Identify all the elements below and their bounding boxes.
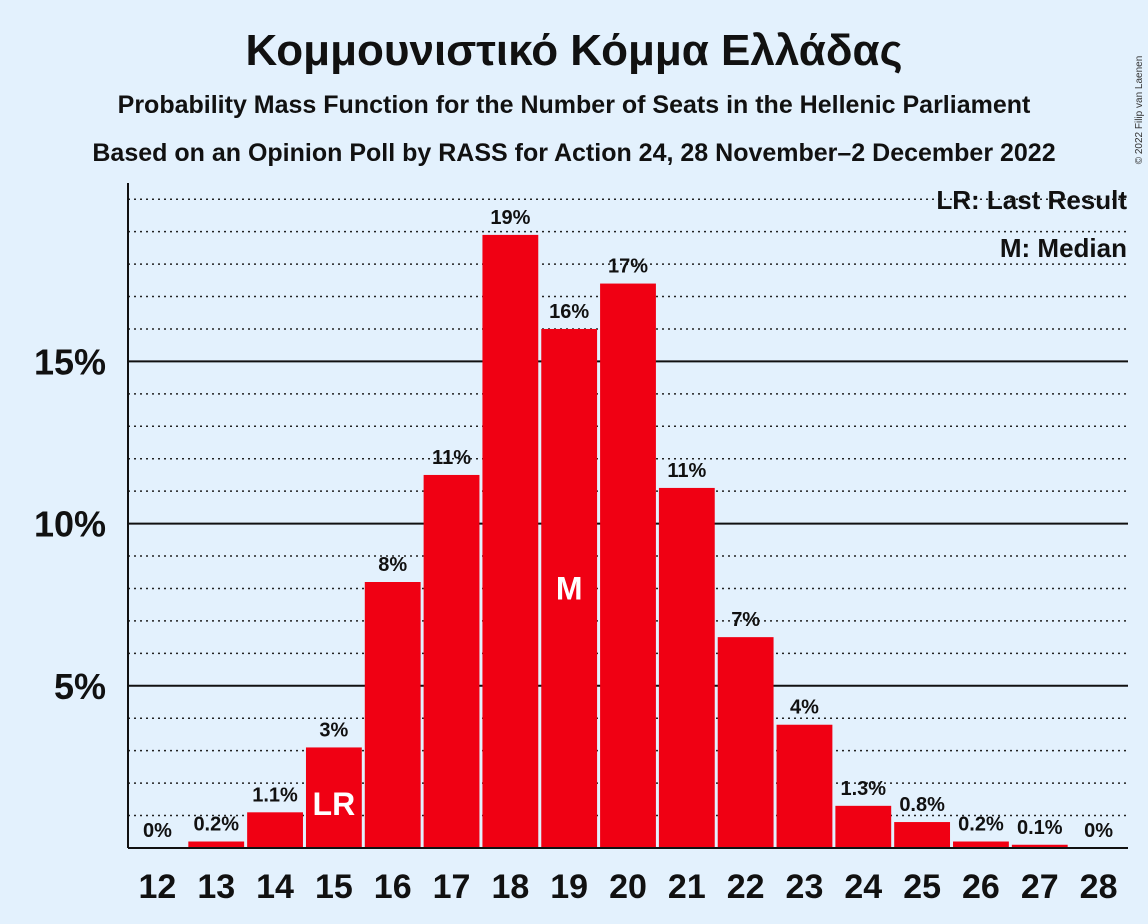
y-tick-label: 15%	[34, 341, 106, 382]
bar	[776, 724, 833, 848]
x-tick-label: 18	[491, 868, 529, 906]
bar	[1011, 844, 1068, 848]
value-label: 11%	[667, 460, 706, 482]
bar	[247, 812, 303, 848]
value-label: 17%	[608, 256, 648, 278]
bar	[482, 234, 539, 848]
x-tick-label: 26	[962, 868, 1000, 906]
value-label: 1.1%	[252, 784, 298, 806]
x-tick-label: 27	[1021, 868, 1059, 906]
axes: 12 13 14 15 16 17 18 19 20 21 22 23 24 25 26 27 28	[127, 183, 1128, 906]
value-label: 1.3%	[840, 778, 886, 800]
y-tick-label: 10%	[34, 504, 106, 545]
value-label: 0%	[1084, 820, 1113, 842]
bar	[305, 747, 362, 848]
value-label: 11%	[432, 447, 471, 469]
x-tick-label: 15	[315, 868, 353, 906]
value-label: 4%	[790, 697, 819, 719]
bar	[894, 822, 951, 848]
legend-last-result: LR: Last Result	[936, 185, 1127, 215]
x-tick-label: 22	[727, 868, 765, 906]
x-tick-label: 19	[550, 868, 588, 906]
chart-subtitle-source: Based on an Opinion Poll by RASS for Act…	[92, 139, 1055, 167]
value-label: 3%	[319, 719, 348, 741]
value-label: 0.2%	[958, 814, 1004, 836]
bar	[188, 841, 245, 848]
value-label: 7%	[731, 609, 760, 631]
value-labels: 0% 0.2% 1.1% 3% 8% 11% 19% 16% 17% 11% 7% 4% 1.3% 0.8…	[143, 207, 1113, 842]
value-label: 0.2%	[193, 814, 239, 836]
copyright-notice: © 2022 Filip van Laenen	[1134, 56, 1145, 165]
x-tick-label: 23	[786, 868, 824, 906]
bar	[835, 805, 892, 848]
x-tick-label: 24	[844, 868, 882, 906]
chart-title: Κομμουνιστικό Κόμμα Ελλάδας	[246, 26, 903, 75]
last-result-marker: LR	[313, 786, 356, 822]
bar	[953, 841, 1009, 848]
bar	[364, 582, 421, 848]
x-tick-label: 28	[1080, 868, 1118, 906]
x-tick-label: 25	[903, 868, 941, 906]
bar	[541, 328, 598, 849]
bar	[600, 283, 656, 848]
value-label: 8%	[378, 554, 407, 576]
bars	[188, 234, 1068, 849]
x-tick-label: 16	[374, 868, 412, 906]
y-tick-label: 5%	[54, 666, 106, 707]
x-tick-label: 20	[609, 868, 647, 906]
value-label: 0%	[143, 820, 172, 842]
markers: LR M	[313, 570, 583, 822]
bar	[658, 487, 715, 848]
median-marker: M	[556, 570, 583, 606]
legend-median: M: Median	[1000, 233, 1127, 263]
bar	[717, 637, 774, 848]
x-tick-label: 17	[433, 868, 471, 906]
chart-subtitle: Probability Mass Function for the Number…	[118, 91, 1031, 119]
x-tick-label: 21	[668, 868, 706, 906]
bar	[423, 474, 480, 848]
x-tick-label: 12	[138, 868, 176, 906]
x-tick-label: 14	[256, 868, 294, 906]
value-label: 0.1%	[1017, 817, 1063, 839]
value-label: 19%	[490, 207, 530, 229]
value-label: 0.8%	[899, 794, 945, 816]
value-label: 16%	[549, 301, 589, 323]
x-tick-label: 13	[197, 868, 235, 906]
